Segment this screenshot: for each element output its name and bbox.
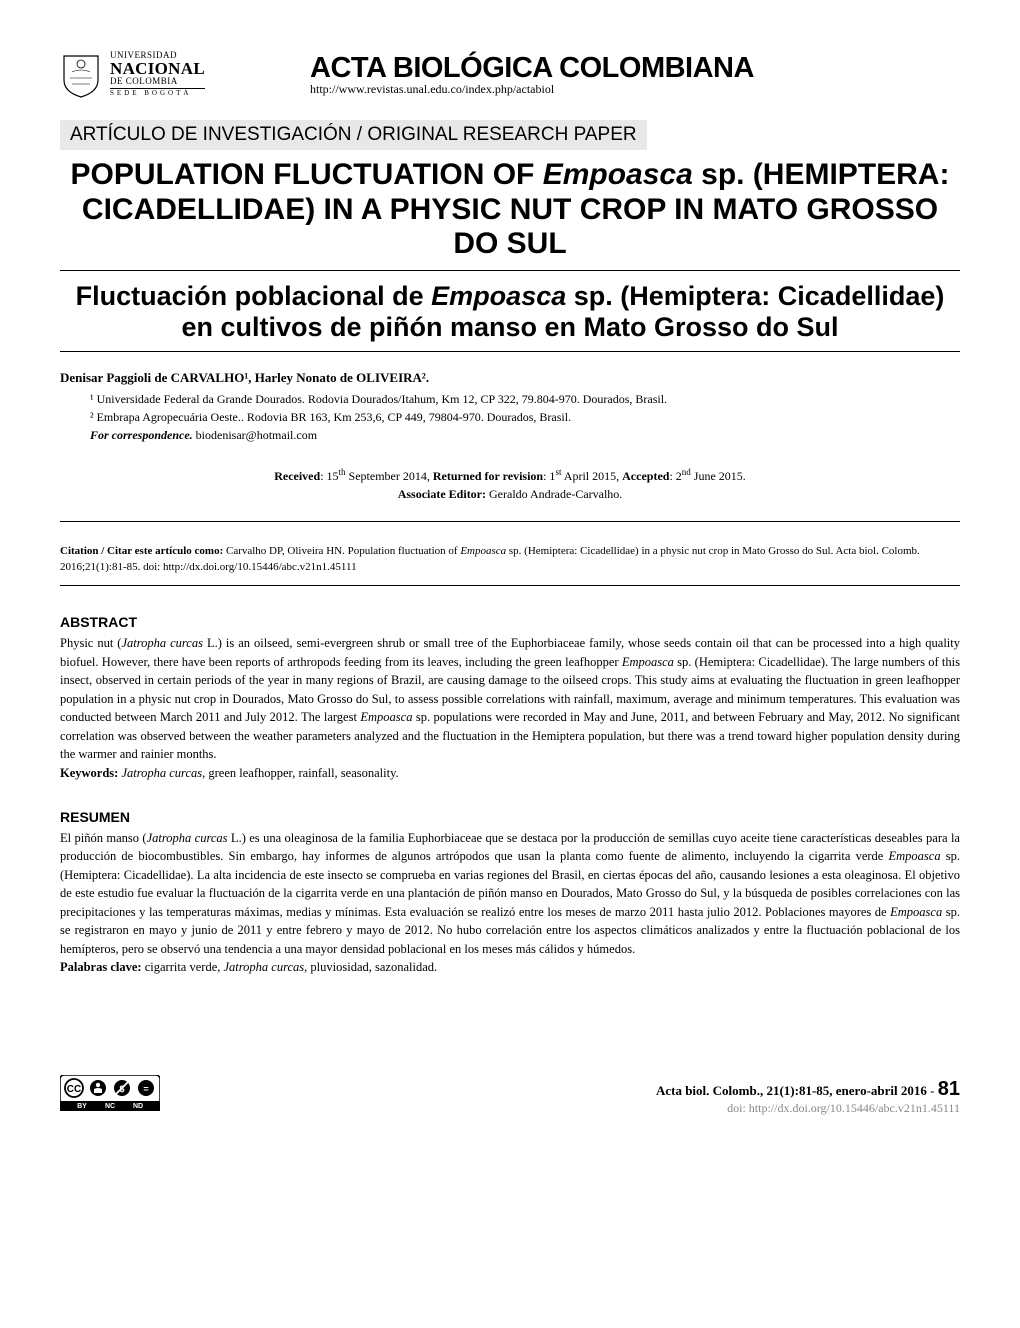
footer-cite: Acta biol. Colomb., 21(1):81-85, enero-a… (656, 1083, 927, 1098)
cc-license-icon: CC $ = BY NC ND (60, 1075, 160, 1116)
affil-1: ¹ Universidade Federal da Grande Dourado… (90, 390, 960, 408)
citation-p1: Carvalho DP, Oliveira HN. Population flu… (223, 545, 460, 557)
footer-dash: - (927, 1083, 938, 1098)
res-i1: Jatropha curcas (147, 831, 228, 845)
received-date: : 15 (320, 469, 338, 483)
title-en-part1: POPULATION FLUCTUATION OF (71, 158, 543, 191)
rule-2 (60, 351, 960, 352)
res-p1: El piñón manso ( (60, 831, 147, 845)
editor-label: Associate Editor: (398, 487, 486, 501)
affil-2: ² Embrapa Agropecuária Oeste.. Rodovia B… (90, 408, 960, 426)
university-logo-block: UNIVERSIDAD NACIONAL DE COLOMBIA SEDE BO… (60, 50, 230, 98)
res-i3: Empoasca (890, 905, 942, 919)
journal-name: ACTA BIOLÓGICA COLOMBIANA (310, 52, 960, 85)
correspondence: For correspondence. biodenisar@hotmail.c… (90, 426, 960, 444)
abs-i1: Jatropha curcas (121, 636, 203, 650)
corr-email: biodenisar@hotmail.com (193, 428, 317, 442)
title-es-species: Empoasca (431, 281, 566, 311)
resumen-body: El piñón manso (Jatropha curcas L.) es u… (60, 829, 960, 959)
uni-line3: DE COLOMBIA (110, 77, 205, 86)
abs-kw-label: Keywords: (60, 766, 121, 780)
dates-line1: Received: 15th September 2014, Returned … (60, 466, 960, 485)
citation-italic: Empoasca (460, 545, 506, 557)
revised-label: Returned for revision (433, 469, 543, 483)
citation-block: Citation / Citar este artículo como: Car… (60, 544, 960, 576)
affiliations: ¹ Universidade Federal da Grande Dourado… (60, 390, 960, 444)
footer-pagenum: 81 (938, 1078, 960, 1100)
dates-line2: Associate Editor: Geraldo Andrade-Carval… (60, 485, 960, 503)
university-text: UNIVERSIDAD NACIONAL DE COLOMBIA SEDE BO… (110, 51, 205, 97)
svg-text:=: = (143, 1084, 148, 1094)
svg-text:NC: NC (105, 1103, 115, 1110)
resumen-heading: RESUMEN (60, 809, 960, 825)
uni-line2: NACIONAL (110, 60, 205, 77)
received-rest: September 2014, (346, 469, 433, 483)
res-i2: Empoasca (889, 849, 941, 863)
journal-block: ACTA BIOLÓGICA COLOMBIANA http://www.rev… (250, 52, 960, 97)
editor-name: Geraldo Andrade-Carvalho. (486, 487, 622, 501)
accepted-sup: nd (682, 467, 691, 477)
abs-kw-rest: , green leafhopper, rainfall, seasonalit… (202, 766, 399, 780)
res-kw-rest2: , pluviosidad, sazonalidad. (304, 960, 437, 974)
title-english: POPULATION FLUCTUATION OF Empoasca sp. (… (60, 158, 960, 262)
abs-kw-i1: Jatropha curcas (121, 766, 202, 780)
resumen-keywords: Palabras clave: cigarrita verde, Jatroph… (60, 960, 960, 975)
rule-1 (60, 270, 960, 271)
page-footer: CC $ = BY NC ND Acta biol. Colomb., 21(1… (60, 1075, 960, 1116)
revised-rest: April 2015, (561, 469, 622, 483)
rule-4 (60, 585, 960, 586)
abs-p1: Physic nut ( (60, 636, 121, 650)
authors-line: Denisar Paggioli de CARVALHO¹, Harley No… (60, 370, 960, 386)
title-spanish: Fluctuación poblacional de Empoasca sp. … (60, 281, 960, 343)
res-kw-i1: Jatropha curcas (224, 960, 305, 974)
abstract-heading: ABSTRACT (60, 614, 960, 630)
abstract-body: Physic nut (Jatropha curcas L.) is an oi… (60, 634, 960, 764)
dates-block: Received: 15th September 2014, Returned … (60, 466, 960, 503)
svg-text:BY: BY (77, 1103, 87, 1110)
footer-right: Acta biol. Colomb., 21(1):81-85, enero-a… (656, 1078, 960, 1116)
accepted-label: Accepted (622, 469, 669, 483)
svg-text:ND: ND (133, 1103, 143, 1110)
university-shield-icon (60, 50, 102, 98)
abs-i2: Empoasca (622, 655, 674, 669)
abstract-keywords: Keywords: Jatropha curcas, green leafhop… (60, 766, 960, 781)
title-en-species: Empoasca (543, 158, 693, 191)
footer-cite-line: Acta biol. Colomb., 21(1):81-85, enero-a… (656, 1078, 960, 1101)
accepted-date: : 2 (669, 469, 681, 483)
revised-date: : 1 (543, 469, 555, 483)
abs-i3: Empoasca (360, 710, 412, 724)
uni-line4: SEDE BOGOTÁ (110, 88, 205, 97)
res-kw-rest1: cigarrita verde, (145, 960, 224, 974)
res-kw-label: Palabras clave: (60, 960, 145, 974)
article-type-box: ARTÍCULO DE INVESTIGACIÓN / ORIGINAL RES… (60, 120, 647, 150)
received-label: Received (274, 469, 320, 483)
received-sup: th (339, 467, 346, 477)
svg-text:CC: CC (67, 1084, 81, 1095)
citation-label: Citation / Citar este artículo como: (60, 545, 223, 557)
title-es-part1: Fluctuación poblacional de (76, 281, 432, 311)
footer-doi: doi: http://dx.doi.org/10.15446/abc.v21n… (656, 1101, 960, 1116)
header-row: UNIVERSIDAD NACIONAL DE COLOMBIA SEDE BO… (60, 50, 960, 98)
corr-label: For correspondence. (90, 428, 193, 442)
accepted-rest: June 2015. (691, 469, 746, 483)
rule-3 (60, 521, 960, 522)
